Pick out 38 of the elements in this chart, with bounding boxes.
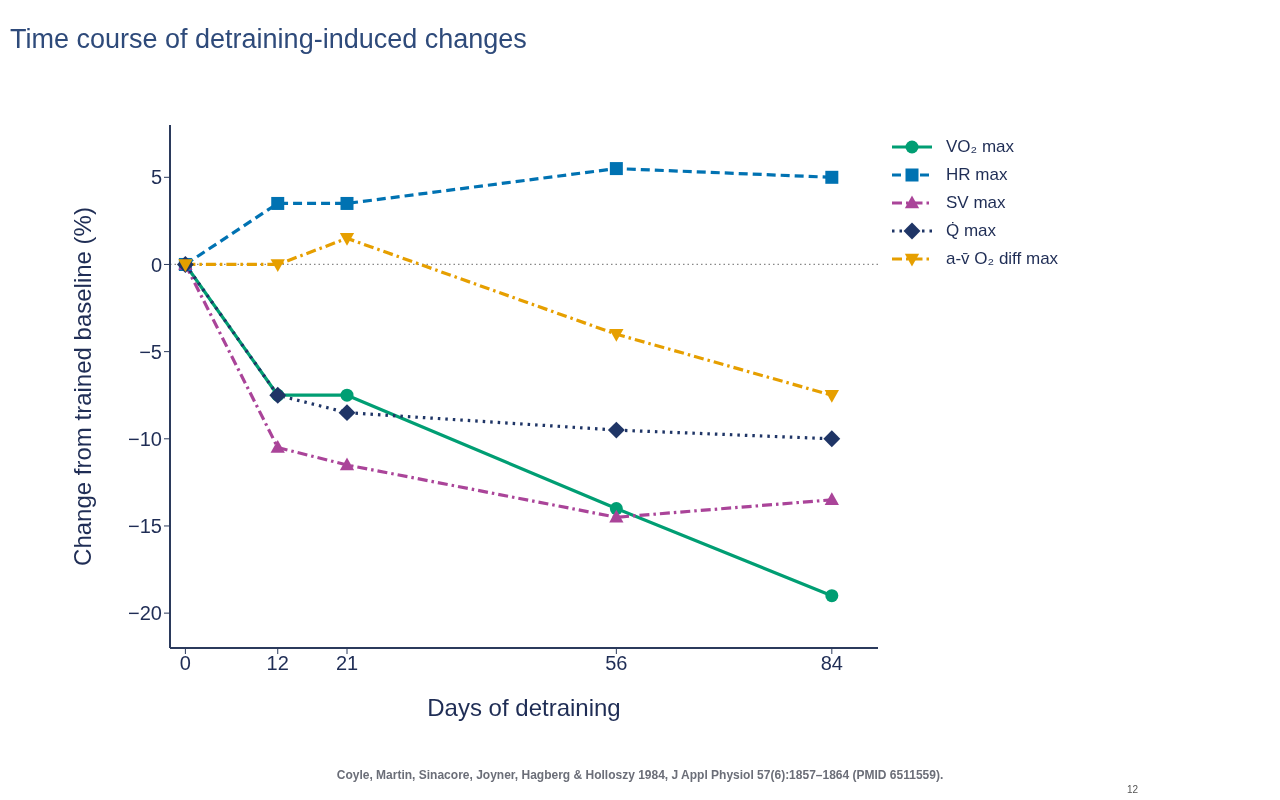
y-axis-title: Change from trained baseline (%) [68,207,96,566]
x-axis-title: Days of detraining [427,694,621,721]
legend-label: a-v̄ O₂ diff max [946,249,1059,269]
text: 12 [1127,784,1139,795]
point [607,421,625,439]
point [340,388,354,402]
x-tick-label: 56 [605,652,628,675]
point [339,457,355,471]
y-tick-label: 5 [150,166,162,189]
point [825,589,839,603]
point [824,390,839,403]
point [823,430,841,448]
legend-label: Q̇ max [946,221,997,241]
y-tick-label: −5 [139,340,162,363]
point [270,440,285,453]
legend-label: VO₂ max [946,137,1014,157]
point [271,196,285,210]
text: Coyle, Martin, Sinacore, Joyner, Hagberg & Holloszy 1984, J Appl Physiol 57(6):1857–1864 (PMID 6511559). [335,768,945,782]
point [609,329,624,342]
point [824,492,839,506]
legend-label: SV max [946,193,1006,213]
point [609,509,624,523]
point [609,162,623,176]
x-tick-label: 0 [179,652,191,675]
x-tick-label: 21 [335,652,359,675]
y-tick-label: −15 [128,515,162,538]
point [340,196,354,210]
x-tick-label: 12 [266,652,289,675]
chart-title: Time course of detraining-induced changes [10,24,527,55]
x-tick-label: 84 [820,652,843,675]
point [825,170,839,184]
y-tick-label: −10 [128,427,162,450]
y-tick-label: −20 [128,602,162,625]
point [270,259,285,272]
point [339,233,355,246]
y-tick-label: 0 [150,253,162,276]
point [338,404,356,422]
legend-label: HR max [946,165,1008,185]
